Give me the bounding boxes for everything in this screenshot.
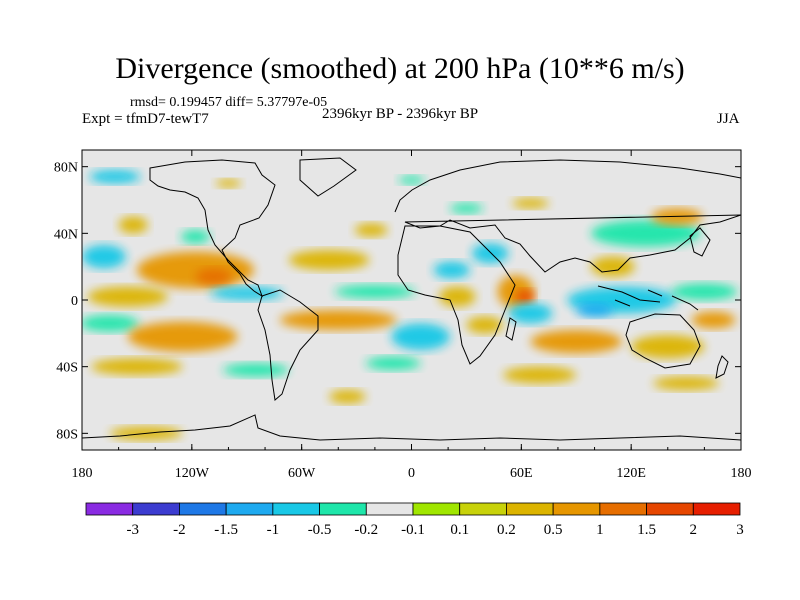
x-tick-label-4: 60E bbox=[510, 466, 533, 481]
anomaly-region-2 bbox=[398, 175, 425, 185]
anomaly-region-28 bbox=[127, 321, 238, 352]
season-label: JJA bbox=[717, 111, 740, 127]
colorbar-label-7: 0.1 bbox=[450, 522, 469, 538]
x-tick-label-0: 180 bbox=[72, 466, 93, 481]
anomaly-region-6 bbox=[449, 203, 483, 214]
colorbar-label-9: 0.5 bbox=[544, 522, 563, 538]
y-tick-label-2: 0 bbox=[71, 294, 78, 309]
colorbar-label-8: 0.2 bbox=[497, 522, 516, 538]
colorbar-label-1: -2 bbox=[173, 522, 186, 538]
y-tick-label-3: 40S bbox=[56, 361, 78, 376]
coast-africa bbox=[397, 225, 516, 365]
anomaly-region-32 bbox=[530, 330, 623, 354]
x-axis: 180 120W 60W 0 60E 120E 180 bbox=[72, 150, 752, 481]
coast-antarctica bbox=[82, 414, 741, 441]
anomaly-region-3 bbox=[118, 216, 148, 234]
coastlines bbox=[82, 157, 741, 441]
anomaly-region-22 bbox=[508, 303, 553, 324]
colorbar-swatch-0 bbox=[85, 502, 134, 516]
anomaly-region-1 bbox=[215, 179, 242, 188]
coast-maritime-continent bbox=[597, 285, 699, 311]
anomaly-region-38 bbox=[503, 366, 577, 384]
colorbar: -3 -2 -1.5 -1 -0.5 -0.2 -0.1 0.1 0.2 0.5 1 1.5 2 3 bbox=[85, 502, 744, 538]
colorbar-label-10: 1 bbox=[596, 522, 604, 538]
anomaly-layer bbox=[82, 170, 738, 441]
x-tick-label-5: 120E bbox=[616, 466, 646, 481]
anomaly-region-27 bbox=[82, 315, 139, 332]
anomaly-region-8 bbox=[590, 220, 701, 247]
anomaly-region-15 bbox=[471, 243, 509, 264]
colorbar-swatch-5 bbox=[319, 502, 367, 516]
anomaly-region-12 bbox=[195, 268, 233, 285]
colorbar-swatch-3 bbox=[225, 502, 274, 516]
colorbar-label-11: 1.5 bbox=[637, 522, 656, 538]
anomaly-region-17 bbox=[210, 286, 284, 301]
anomaly-region-0 bbox=[89, 170, 141, 184]
colorbar-swatch-8 bbox=[459, 502, 507, 516]
colorbar-swatch-10 bbox=[552, 502, 601, 516]
anomaly-region-21 bbox=[515, 290, 535, 304]
coast-new-zealand bbox=[715, 355, 729, 379]
y-axis: 80N 40N 0 40S 80S bbox=[54, 161, 741, 442]
colorbar-label-5: -0.2 bbox=[354, 522, 378, 538]
coast-greenland bbox=[299, 157, 357, 197]
colorbar-swatch-1 bbox=[132, 502, 180, 516]
anomaly-region-31 bbox=[466, 316, 504, 334]
y-tick-label-4: 80S bbox=[56, 427, 78, 442]
colorbar-label-2: -1.5 bbox=[214, 522, 238, 538]
anomaly-region-14 bbox=[433, 261, 471, 279]
colorbar-swatch-9 bbox=[506, 502, 554, 516]
colorbar-label-6: -0.1 bbox=[401, 522, 425, 538]
anomaly-region-30 bbox=[391, 323, 450, 350]
anomaly-region-33 bbox=[631, 335, 705, 359]
anomaly-region-5 bbox=[354, 223, 388, 237]
anomaly-region-25 bbox=[671, 283, 738, 300]
anomaly-region-7 bbox=[512, 198, 549, 209]
colorbar-swatch-12 bbox=[646, 502, 694, 516]
anomaly-region-29 bbox=[279, 310, 397, 330]
colorbar-swatch-4 bbox=[272, 502, 320, 516]
colorbar-swatch-6 bbox=[365, 502, 414, 516]
y-tick-label-0: 80N bbox=[54, 161, 78, 176]
stats-label: rmsd= 0.199457 diff= 5.37797e-05 bbox=[130, 95, 328, 110]
anomaly-region-4 bbox=[180, 230, 211, 244]
coast-japan bbox=[689, 227, 711, 257]
anomaly-region-16 bbox=[87, 286, 169, 307]
anomaly-region-39 bbox=[653, 376, 720, 391]
x-tick-label-1: 120W bbox=[175, 466, 210, 481]
colorbar-label-12: 2 bbox=[690, 522, 698, 538]
coast-north-america bbox=[149, 159, 276, 298]
period-label: 2396kyr BP - 2396kyr BP bbox=[322, 106, 479, 122]
coast-australia bbox=[625, 313, 701, 369]
x-tick-label-6: 180 bbox=[731, 466, 752, 481]
anomaly-region-18 bbox=[334, 285, 416, 299]
coast-south-america bbox=[257, 289, 319, 401]
colorbar-label-3: -1 bbox=[267, 522, 280, 538]
y-tick-label-1: 40N bbox=[54, 227, 78, 242]
anomaly-region-19 bbox=[438, 286, 476, 307]
x-tick-label-2: 60W bbox=[288, 466, 316, 481]
colorbar-swatch-7 bbox=[412, 502, 461, 516]
colorbar-swatch-13 bbox=[692, 502, 741, 516]
anomaly-region-24 bbox=[576, 303, 613, 317]
x-tick-label-3: 0 bbox=[408, 466, 415, 481]
coast-madagascar bbox=[505, 317, 517, 341]
anomaly-region-37 bbox=[365, 356, 421, 371]
colorbar-swatch-11 bbox=[599, 502, 647, 516]
anomaly-region-10 bbox=[82, 244, 126, 269]
anomaly-region-36 bbox=[222, 363, 289, 377]
anomaly-region-40 bbox=[329, 390, 366, 404]
chart-title: Divergence (smoothed) at 200 hPa (10**6 … bbox=[115, 52, 685, 85]
experiment-label: Expt = tfmD7-tewT7 bbox=[82, 111, 209, 127]
anomaly-region-34 bbox=[691, 311, 736, 329]
anomaly-region-35 bbox=[91, 358, 183, 375]
colorbar-label-0: -3 bbox=[126, 522, 139, 538]
anomaly-region-13 bbox=[288, 250, 370, 270]
colorbar-swatch-2 bbox=[179, 502, 227, 516]
coast-europe-asia bbox=[394, 159, 741, 273]
colorbar-label-13: 3 bbox=[736, 522, 744, 538]
colorbar-label-4: -0.5 bbox=[308, 522, 332, 538]
